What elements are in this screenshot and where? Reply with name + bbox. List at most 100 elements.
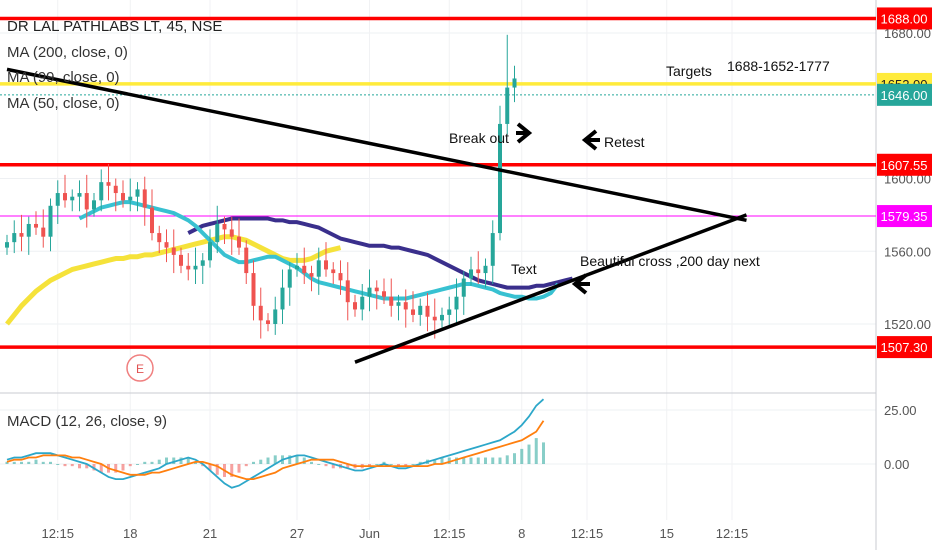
svg-text:E: E <box>136 362 144 376</box>
candle-body <box>171 247 176 255</box>
candle-body <box>374 287 379 292</box>
macd-histogram-bar <box>513 453 516 464</box>
price-axis: 1680.001600.001560.001520.0025.000.00168… <box>877 7 932 472</box>
macd-histogram-bar <box>230 464 234 477</box>
candle-body <box>222 223 227 230</box>
macd-line <box>6 398 545 489</box>
macd-histogram-bar <box>85 464 89 469</box>
level-label: 1579.35 <box>881 209 928 224</box>
macd-histogram-bar <box>49 461 52 464</box>
macd-histogram-bar <box>143 461 147 464</box>
candle-body <box>121 193 125 201</box>
candle-body <box>106 182 111 186</box>
macd-histogram-bar <box>172 457 176 464</box>
candle-body <box>215 223 220 243</box>
candle-body <box>440 314 444 321</box>
macd-legend[interactable]: MACD (12, 26, close, 9) <box>7 413 167 430</box>
candle-body <box>418 305 423 315</box>
macd-histogram-bar <box>382 461 386 464</box>
macd-histogram-bar <box>331 464 335 469</box>
level-badge <box>877 153 932 176</box>
candles <box>5 34 517 339</box>
macd-histogram-bar <box>288 455 292 464</box>
macd-histogram-bar <box>92 464 96 471</box>
macd-pane <box>5 398 545 489</box>
macd-histogram-bar <box>273 455 277 464</box>
macd-histogram-bar <box>215 464 219 475</box>
candle-body <box>483 265 488 274</box>
candle-body <box>12 233 17 243</box>
candle-body <box>26 223 31 237</box>
time-tick-label: 27 <box>290 526 304 541</box>
macd-histogram-bar <box>295 455 299 464</box>
ma200-legend[interactable]: MA (200, close, 0) <box>7 44 128 61</box>
level-label: 1507.30 <box>881 340 928 355</box>
earnings-marker-icon[interactable]: E <box>126 354 154 382</box>
macd-histogram-bar <box>404 464 408 467</box>
trendlines <box>6 67 748 364</box>
breakout-arrow-icon <box>516 122 533 144</box>
macd-histogram-bar <box>208 464 212 471</box>
macd-histogram-bar <box>179 457 183 464</box>
macd-histogram-bar <box>447 457 451 464</box>
ma99-legend[interactable]: MA (99, close, 0) <box>7 69 120 86</box>
candle-body <box>360 296 365 310</box>
level-label: 1646.00 <box>881 88 928 103</box>
candle-body <box>331 269 336 274</box>
macd-histogram-bar <box>78 464 81 469</box>
candle-body <box>512 78 517 88</box>
candle-body <box>19 233 24 237</box>
level-badge <box>877 83 932 106</box>
candle-body <box>382 291 386 297</box>
candle-body <box>179 254 183 266</box>
macd-histogram-bar <box>520 448 524 464</box>
macd-histogram-bar <box>259 459 263 464</box>
candle-body <box>92 200 96 210</box>
macd-histogram-bar <box>368 464 371 467</box>
candle-body <box>324 260 328 270</box>
candle-body <box>490 233 495 266</box>
macd-histogram-bar <box>5 461 9 464</box>
macd-histogram-bar <box>194 461 197 464</box>
candle-body <box>84 193 89 210</box>
macd-histogram-bar <box>20 461 23 464</box>
macd-histogram-bar <box>542 442 545 464</box>
trendline <box>6 67 747 223</box>
retest-arrow-icon <box>581 129 600 151</box>
macd-histogram-bar <box>128 464 132 467</box>
macd-tick-label: 25.00 <box>884 403 917 418</box>
macd-histogram-bar <box>455 457 458 464</box>
candle-body <box>258 305 263 321</box>
macd-histogram-bar <box>70 464 74 467</box>
level-badge <box>877 7 932 30</box>
macd-histogram-bar <box>389 464 393 465</box>
level-badge <box>877 205 932 228</box>
macd-histogram-bar <box>165 457 168 464</box>
macd-tick-label: 0.00 <box>884 457 909 472</box>
candle-body <box>200 260 205 266</box>
candle-body <box>237 236 241 248</box>
macd-histogram-bar <box>476 457 480 464</box>
time-tick-label: 12:15 <box>571 526 604 541</box>
macd-histogram-bar <box>440 457 444 464</box>
candle-body <box>389 296 394 306</box>
candle-body <box>295 265 299 270</box>
candle-body <box>142 189 147 208</box>
macd-histogram-bar <box>498 457 502 464</box>
candle-body <box>432 316 437 321</box>
targets-values: 1688-1652-1777 <box>727 58 830 74</box>
cross-arrow-icon <box>571 273 590 295</box>
candle-body <box>345 280 350 303</box>
candle-body <box>454 296 459 310</box>
candle-body <box>164 242 169 248</box>
candle-body <box>403 302 408 310</box>
candle-body <box>316 260 321 277</box>
ma50-legend[interactable]: MA (50, close, 0) <box>7 95 120 112</box>
candle-body <box>411 309 415 315</box>
trendline <box>354 213 748 364</box>
macd-histogram-bar <box>411 464 415 465</box>
candle-body <box>396 302 401 306</box>
level-badge <box>877 336 932 359</box>
macd-histogram-bar <box>534 438 538 464</box>
